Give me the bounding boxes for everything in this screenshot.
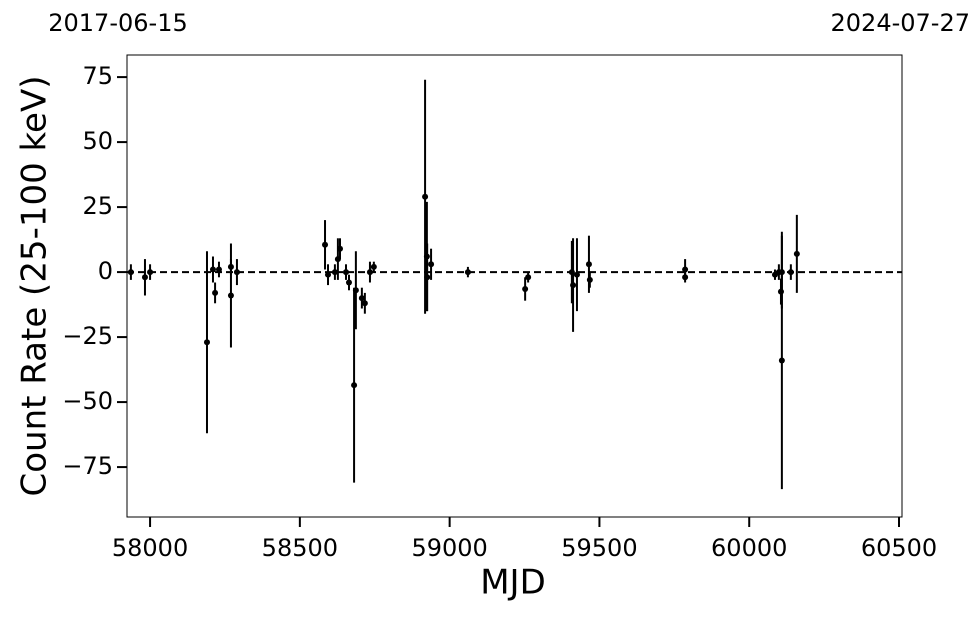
data-point (209, 266, 216, 273)
data-point (322, 241, 329, 248)
data-point (345, 279, 352, 286)
x-tick-label: 60500 (861, 534, 937, 562)
x-tick-label: 60000 (711, 534, 787, 562)
top-label-right: 2024-07-27 (831, 9, 970, 37)
data-point (358, 295, 365, 302)
top-label-left: 2017-06-15 (48, 9, 187, 37)
data-point (793, 250, 800, 257)
data-point (428, 261, 435, 268)
data-point (422, 193, 429, 200)
y-tick-label: −50 (62, 387, 113, 415)
data-point (464, 269, 471, 276)
data-point (361, 300, 368, 307)
data-point (522, 285, 529, 292)
plot-frame (126, 54, 903, 518)
data-point (141, 274, 148, 281)
x-axis-title: MJD (480, 563, 546, 603)
y-tick-label: 25 (82, 192, 113, 220)
data-point (352, 287, 359, 294)
data-point (227, 292, 234, 299)
data-point (370, 263, 377, 270)
x-tick-label: 59500 (561, 534, 637, 562)
x-tick-label: 58500 (262, 534, 338, 562)
data-point (233, 269, 240, 276)
data-point (336, 245, 343, 252)
data-point (212, 289, 219, 296)
data-point (585, 261, 592, 268)
data-point (127, 269, 134, 276)
data-point (331, 269, 338, 276)
data-point (682, 266, 689, 273)
y-tick-label: 75 (82, 62, 113, 90)
data-point (203, 339, 210, 346)
data-point (586, 276, 593, 283)
data-point (351, 382, 358, 389)
data-point (573, 271, 580, 278)
y-axis-title: Count Rate (25-100 keV) (15, 76, 55, 497)
data-point (778, 269, 785, 276)
data-point (787, 269, 794, 276)
data-point (227, 263, 234, 270)
data-point (366, 269, 373, 276)
data-point (570, 282, 577, 289)
data-point (342, 269, 349, 276)
data-point (147, 269, 154, 276)
data-point (778, 357, 785, 364)
data-point (682, 274, 689, 281)
y-tick-label: −75 (62, 452, 113, 480)
y-tick-label: 50 (82, 127, 113, 155)
data-point (424, 274, 431, 281)
x-tick-label: 59000 (411, 534, 487, 562)
y-tick-label: −25 (62, 322, 113, 350)
data-point (215, 266, 222, 273)
data-point (525, 274, 532, 281)
data-point (325, 271, 332, 278)
x-tick-label: 58000 (112, 534, 188, 562)
y-tick-label: 0 (98, 257, 113, 285)
